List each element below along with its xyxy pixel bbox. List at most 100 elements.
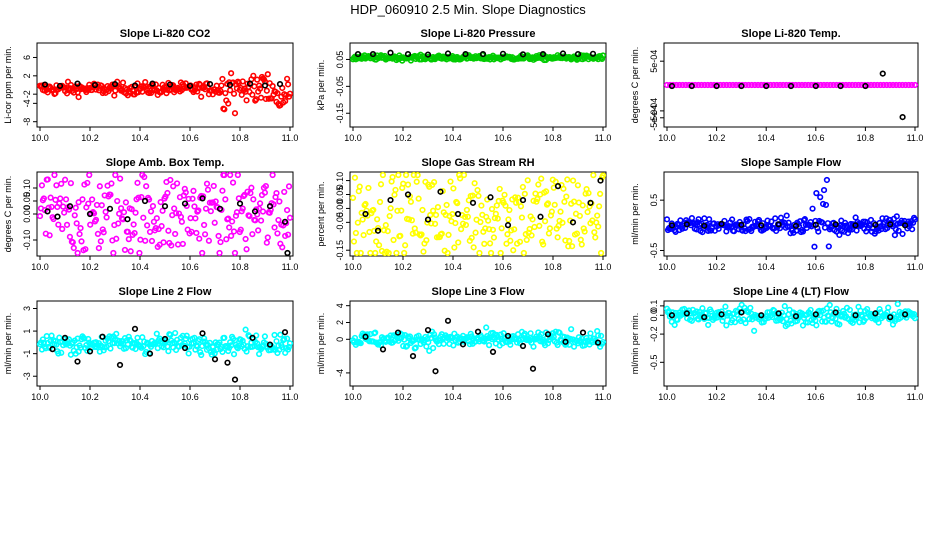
colored-point xyxy=(242,235,249,243)
colored-point xyxy=(454,200,461,207)
black-point xyxy=(519,51,527,58)
colored-point xyxy=(430,179,438,186)
black-point xyxy=(409,353,417,360)
colored-point xyxy=(284,335,291,342)
y-axis-label: degrees C per min. xyxy=(630,47,640,124)
colored-point xyxy=(875,319,882,326)
colored-point xyxy=(147,208,155,215)
y-tick-label: 2 xyxy=(22,73,32,78)
black-point xyxy=(872,310,879,317)
colored-point xyxy=(511,226,518,233)
colored-point xyxy=(432,211,440,219)
colored-point xyxy=(386,212,393,220)
colored-point xyxy=(852,81,859,89)
colored-point xyxy=(148,237,156,245)
colored-point xyxy=(521,190,528,197)
black-point xyxy=(462,50,469,58)
black-point xyxy=(738,82,745,90)
black-point xyxy=(539,50,547,58)
x-tick-label: 10.6 xyxy=(807,133,825,143)
black-point xyxy=(479,50,487,58)
colored-point xyxy=(237,226,244,233)
black-point xyxy=(116,361,124,369)
colored-point xyxy=(357,340,364,347)
colored-point xyxy=(503,240,510,247)
colored-point xyxy=(597,249,605,257)
y-axis-label: ml/min per min. xyxy=(630,183,640,245)
black-point xyxy=(544,331,552,338)
y-tick-label: -0.2 xyxy=(649,326,659,342)
colored-point xyxy=(153,215,160,222)
colored-point xyxy=(239,78,246,85)
colored-point xyxy=(413,178,420,185)
colored-point xyxy=(458,226,465,233)
colored-point xyxy=(226,224,233,231)
black-point xyxy=(683,310,690,317)
x-tick-label: 10.2 xyxy=(394,392,412,402)
colored-point xyxy=(65,206,73,213)
x-tick-label: 10.4 xyxy=(757,262,775,272)
black-point xyxy=(146,350,154,357)
colored-point xyxy=(204,186,212,193)
colored-point xyxy=(877,81,884,89)
colored-point xyxy=(100,229,107,236)
black-point xyxy=(454,210,462,218)
colored-point xyxy=(165,227,172,234)
black-point xyxy=(787,82,795,90)
black-point xyxy=(775,221,782,228)
colored-point xyxy=(284,207,291,214)
x-tick-label: 11.0 xyxy=(907,133,924,143)
x-tick-label: 11.0 xyxy=(282,262,299,272)
colored-point xyxy=(512,194,519,201)
colored-point xyxy=(110,249,117,257)
black-point xyxy=(236,200,244,207)
colored-point xyxy=(527,330,534,337)
colored-point xyxy=(284,81,292,88)
black-point xyxy=(537,213,544,220)
colored-point xyxy=(820,186,828,194)
colored-point xyxy=(745,81,752,89)
colored-point xyxy=(387,205,394,212)
black-point xyxy=(74,80,81,87)
colored-point xyxy=(349,194,357,202)
black-point xyxy=(91,81,99,89)
colored-point xyxy=(282,97,289,105)
colored-point xyxy=(569,243,576,250)
colored-point xyxy=(481,240,488,247)
colored-point xyxy=(404,181,412,188)
black-point xyxy=(587,199,594,206)
colored-point xyxy=(227,171,234,179)
colored-point xyxy=(284,231,292,238)
colored-point xyxy=(731,319,739,326)
black-point xyxy=(718,311,725,318)
colored-point xyxy=(250,72,257,79)
colored-point xyxy=(769,314,776,321)
colored-point xyxy=(551,201,558,208)
colored-point xyxy=(460,171,468,179)
colored-point xyxy=(871,81,878,89)
colored-point xyxy=(677,217,684,224)
black-point xyxy=(852,312,859,319)
colored-point xyxy=(508,227,515,234)
colored-point xyxy=(397,232,404,239)
colored-point xyxy=(390,236,397,244)
colored-point xyxy=(221,334,228,341)
colored-point xyxy=(384,227,391,235)
colored-point xyxy=(276,198,283,205)
colored-point xyxy=(113,330,120,337)
colored-point xyxy=(201,231,209,238)
colored-point xyxy=(89,196,96,203)
colored-point xyxy=(159,207,166,214)
x-tick-label: 10.4 xyxy=(131,392,149,402)
colored-point xyxy=(228,70,235,77)
x-tick-label: 10.0 xyxy=(658,133,676,143)
colored-point xyxy=(261,189,269,196)
y-tick-label: -3 xyxy=(22,372,32,380)
colored-point xyxy=(165,348,172,355)
colored-point xyxy=(401,249,408,257)
x-tick-label: 10.6 xyxy=(181,262,199,272)
colored-point xyxy=(569,177,577,184)
colored-point xyxy=(371,227,378,234)
black-point xyxy=(504,332,512,340)
black-point xyxy=(554,183,562,190)
